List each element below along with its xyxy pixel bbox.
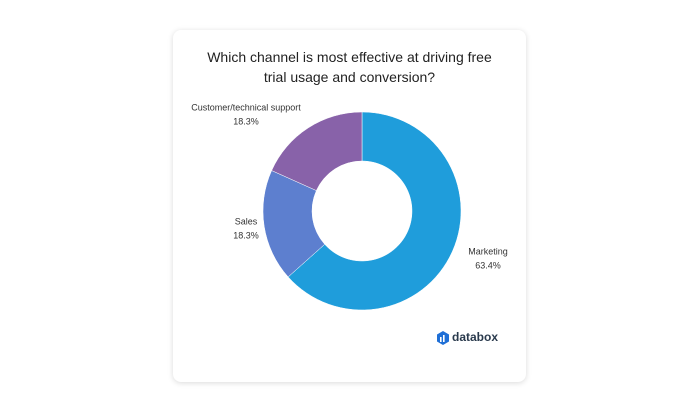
slice-label: Sales	[235, 216, 258, 226]
brand-name: databox	[452, 330, 498, 344]
slice-value-label: 18.3%	[233, 230, 259, 240]
slice-label: Customer/technical support	[191, 102, 301, 112]
donut-slice	[287, 111, 462, 311]
slice-label: Marketing	[468, 246, 508, 256]
slice-value-label: 63.4%	[475, 260, 501, 270]
donut-slice	[271, 111, 363, 191]
slice-value-label: 18.3%	[233, 116, 259, 126]
brand-icon-bar	[440, 337, 442, 342]
chart-card: Which channel is most effective at drivi…	[173, 30, 526, 382]
chart-title: Which channel is most effective at drivi…	[207, 49, 492, 85]
brand-icon-bar	[443, 335, 445, 342]
brand-logo: databox	[437, 330, 498, 345]
